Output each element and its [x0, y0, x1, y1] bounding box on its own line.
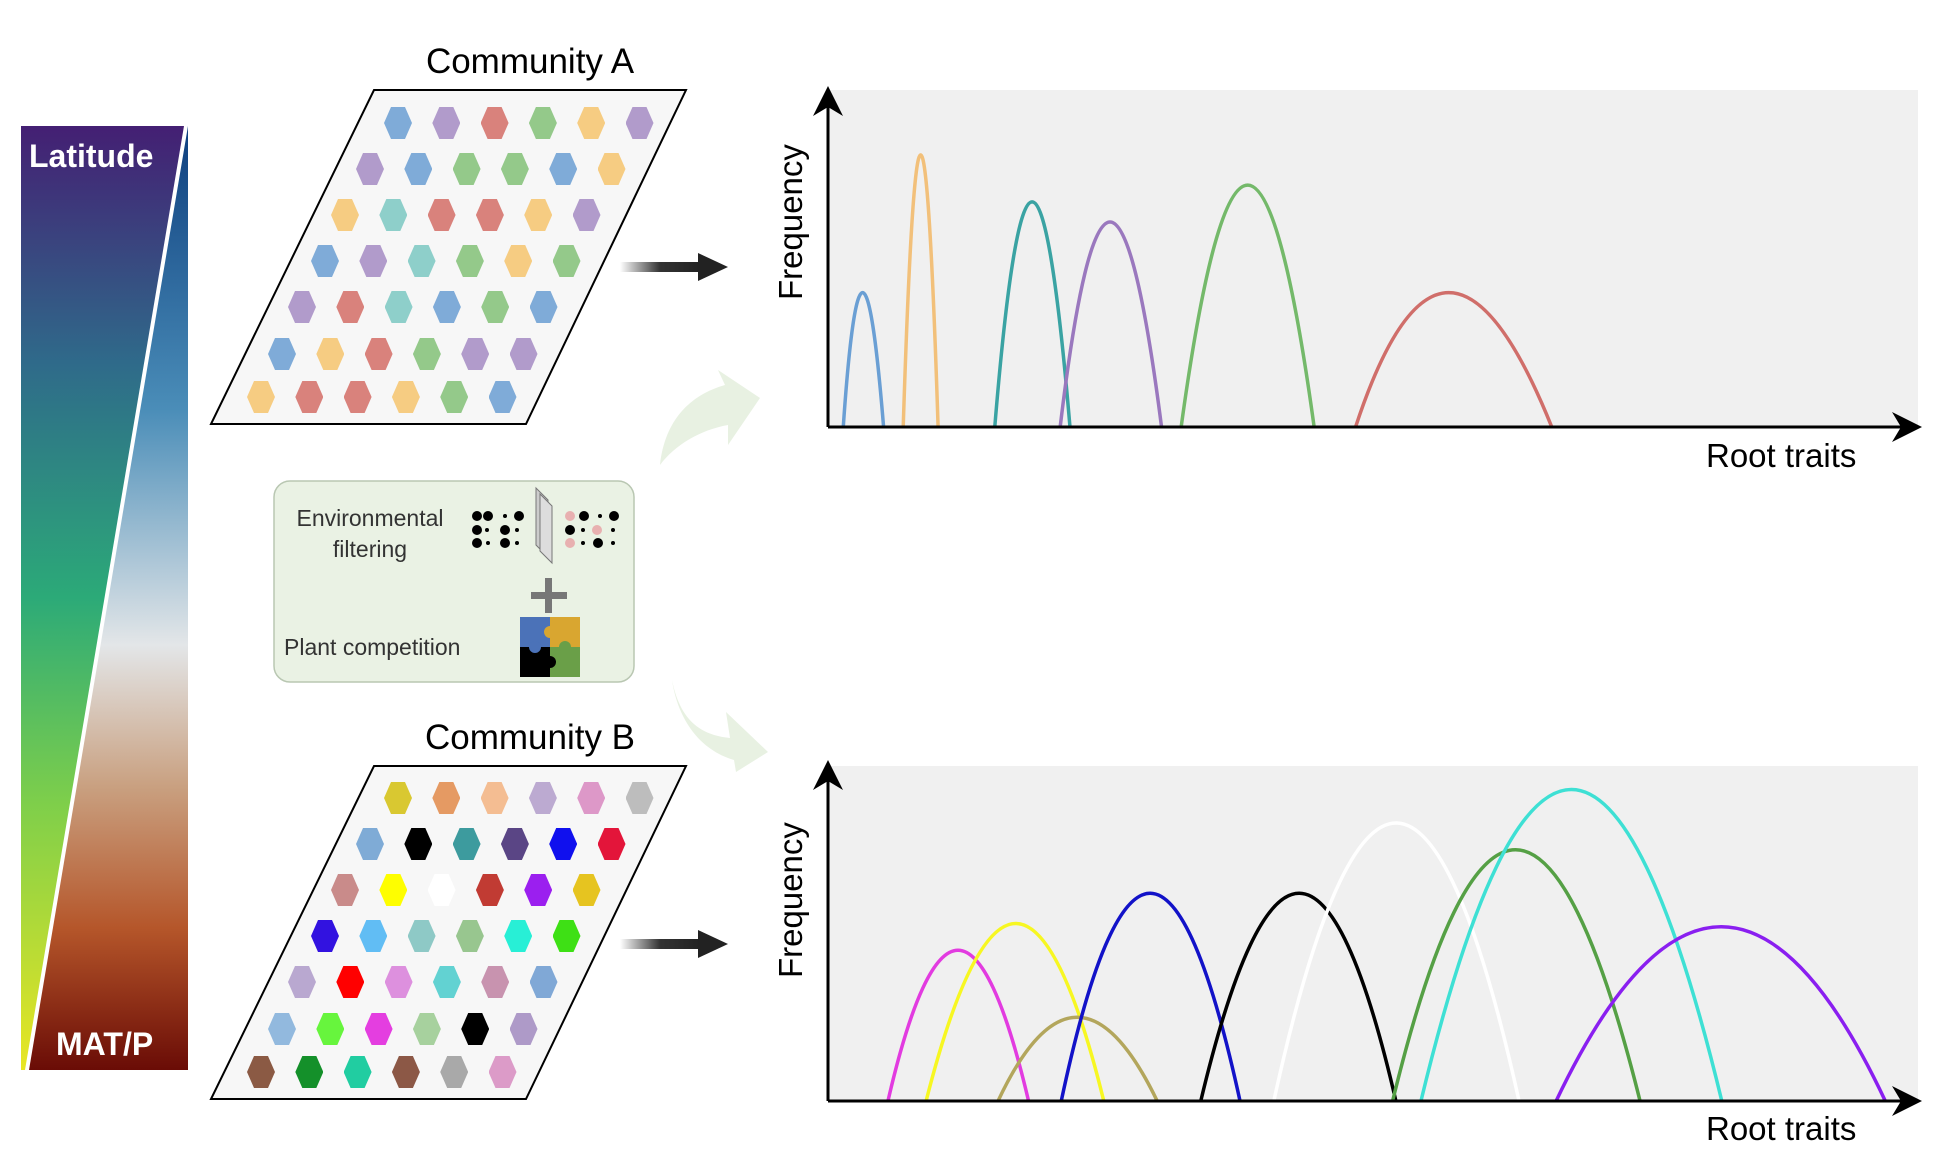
chart-b-xlabel: Root traits: [1706, 1110, 1857, 1147]
species-hexagon: [597, 153, 626, 185]
species-hexagon: [529, 291, 558, 323]
species-hexagon: [524, 199, 553, 231]
latitude-gradient-bar: [21, 125, 188, 1071]
species-hexagon: [509, 338, 538, 370]
species-hexagon: [509, 1013, 538, 1045]
chart-b-axes: [813, 760, 1922, 1116]
species-hexagon: [529, 966, 558, 998]
mat-p-label: MAT/P: [56, 1026, 154, 1062]
filter-dots-icon: [472, 486, 619, 565]
trait-curve-purple: [1058, 220, 1164, 428]
species-hexagon: [625, 782, 654, 814]
species-hexagon: [295, 1056, 324, 1088]
competition-label: Plant competition: [284, 634, 461, 660]
arrow-a-icon: [620, 253, 728, 281]
trait-curve-white: [1272, 821, 1521, 1102]
chart-b-background: [828, 766, 1918, 1101]
community-b-title: Community B: [424, 718, 636, 757]
species-hexagon: [488, 1056, 517, 1088]
species-hexagon: [577, 107, 606, 139]
trait-curve-blue: [841, 290, 886, 428]
species-hexagon: [528, 782, 557, 814]
species-hexagon: [577, 782, 606, 814]
trait-curve-olive: [996, 1015, 1159, 1102]
community-a-title: Community A: [425, 42, 635, 81]
species-hexagon: [597, 828, 626, 860]
trait-curve-violet: [1554, 925, 1887, 1102]
env-filtering-label: Environmental filtering: [296, 505, 444, 562]
trait-curve-cyan: [1419, 788, 1724, 1102]
trait-curve-red: [1353, 290, 1554, 428]
trait-curve-orange: [901, 153, 940, 428]
species-hexagon: [391, 1056, 420, 1088]
species-hexagon: [549, 828, 578, 860]
puzzle-icon: [520, 617, 580, 677]
species-hexagon: [552, 920, 581, 952]
curved-arrow-down-icon: [672, 680, 768, 772]
species-hexagon: [572, 874, 601, 906]
trait-curve-green: [1179, 183, 1316, 428]
chart-a-ylabel: Frequency: [772, 144, 809, 300]
trait-curve-green: [1390, 848, 1642, 1102]
species-hexagon: [524, 874, 553, 906]
chart-a-xlabel: Root traits: [1706, 437, 1857, 474]
species-hexagon: [343, 1056, 372, 1088]
species-hexagon: [440, 1056, 469, 1088]
chart-b-curves: [886, 788, 1887, 1102]
species-hexagon: [572, 199, 601, 231]
species-hexagon: [528, 107, 557, 139]
trait-curve-magenta: [886, 948, 1031, 1102]
community-a-plot: [209, 89, 688, 425]
chart-a-curves: [841, 153, 1554, 428]
chart-a-background: [828, 90, 1918, 427]
species-hexagon: [549, 153, 578, 185]
arrow-b-icon: [620, 930, 728, 958]
community-b-plot: [209, 765, 688, 1100]
trait-curve-teal: [993, 200, 1072, 428]
trait-curve-blue: [1059, 891, 1242, 1102]
species-hexagon: [625, 107, 654, 139]
trait-curve-black: [1199, 891, 1398, 1102]
species-hexagon: [247, 1056, 275, 1088]
chart-a-axes: [813, 86, 1922, 442]
species-hexagon: [552, 245, 581, 277]
curved-arrow-up-icon: [660, 370, 760, 465]
latitude-label: Latitude: [29, 138, 154, 174]
plus-icon: [531, 578, 567, 613]
chart-b-ylabel: Frequency: [772, 822, 809, 978]
